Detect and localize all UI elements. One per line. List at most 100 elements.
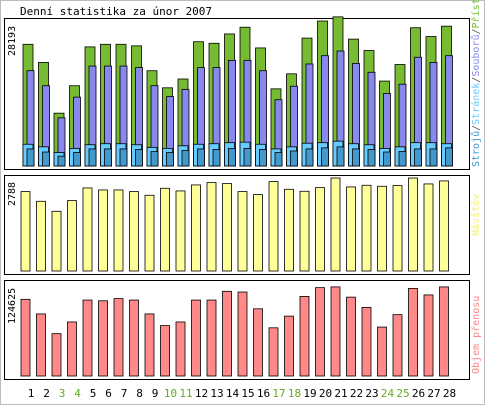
day-label-18: 18 bbox=[288, 387, 301, 400]
bar-visits-day-12 bbox=[191, 184, 201, 272]
day-label-11: 11 bbox=[179, 387, 192, 400]
bar-visits-day-17 bbox=[268, 181, 279, 272]
bar-sites-day-17 bbox=[274, 152, 283, 167]
bar-sites-day-16 bbox=[259, 149, 267, 167]
panel-hits-frame bbox=[4, 18, 470, 170]
day-label-23: 23 bbox=[365, 387, 378, 400]
day-label-24: 24 bbox=[381, 387, 395, 400]
bar-visits-day-2 bbox=[36, 200, 46, 272]
bar-kbytes-day-1 bbox=[20, 298, 31, 377]
bar-visits-day-27 bbox=[423, 183, 434, 272]
day-label-15: 15 bbox=[241, 387, 254, 400]
bar-kbytes-day-8 bbox=[129, 299, 139, 377]
bar-visits-day-14 bbox=[222, 183, 232, 272]
day-label-5: 5 bbox=[90, 387, 97, 400]
day-label-2: 2 bbox=[43, 387, 50, 400]
bar-visits-day-21 bbox=[330, 177, 341, 272]
bar-kbytes-day-4 bbox=[67, 321, 77, 377]
panel-visits-bars bbox=[20, 177, 449, 272]
day-label-1: 1 bbox=[28, 387, 35, 400]
panel3-legend: Objem přenosu bbox=[470, 296, 482, 374]
day-label-28: 28 bbox=[443, 387, 456, 400]
day-axis-labels: 1 2 3 4 5 6 7 8 9 10 11 12 13 14 15 16 17 18 19 20 21 22 23 24 2… bbox=[28, 387, 456, 400]
legend-sep-3: / bbox=[471, 28, 482, 34]
legend-sep-2: / bbox=[471, 77, 482, 83]
bar-kbytes-day-24 bbox=[377, 326, 387, 377]
bar-kbytes-day-26 bbox=[408, 287, 418, 377]
day-label-12: 12 bbox=[195, 387, 208, 400]
day-label-8: 8 bbox=[136, 387, 143, 400]
bar-kbytes-day-25 bbox=[392, 314, 403, 377]
bar-visits-day-18 bbox=[284, 188, 294, 272]
day-label-27: 27 bbox=[427, 387, 440, 400]
panel2-max-label: 2788 bbox=[7, 182, 18, 206]
day-label-25: 25 bbox=[396, 387, 409, 400]
day-label-19: 19 bbox=[303, 387, 316, 400]
bar-sites-day-7 bbox=[119, 148, 128, 167]
bar-kbytes-day-22 bbox=[346, 296, 356, 377]
day-label-22: 22 bbox=[350, 387, 363, 400]
bar-visits-day-28 bbox=[439, 180, 449, 272]
chart-title: Denní statistika za únor 2007 bbox=[20, 5, 212, 18]
bar-visits-day-4 bbox=[67, 200, 77, 272]
bar-sites-day-15 bbox=[243, 147, 252, 167]
legend-files: Souborů bbox=[470, 35, 482, 77]
bar-kbytes-day-6 bbox=[98, 300, 108, 377]
bar-sites-day-6 bbox=[104, 148, 112, 167]
bar-sites-day-14 bbox=[228, 147, 236, 167]
day-label-17: 17 bbox=[272, 387, 285, 400]
bar-sites-day-20 bbox=[321, 147, 329, 167]
bar-visits-day-22 bbox=[346, 186, 356, 272]
bar-sites-day-21 bbox=[336, 146, 345, 167]
bar-sites-day-22 bbox=[352, 148, 360, 167]
bar-visits-day-3 bbox=[51, 210, 62, 272]
bar-kbytes-day-20 bbox=[315, 287, 325, 377]
panel-visits-frame bbox=[4, 175, 470, 275]
bar-sites-day-13 bbox=[212, 149, 221, 167]
bar-sites-day-1 bbox=[26, 148, 35, 167]
bar-visits-day-5 bbox=[82, 187, 93, 272]
day-label-13: 13 bbox=[210, 387, 223, 400]
bar-visits-day-8 bbox=[129, 191, 139, 272]
bar-sites-day-24 bbox=[383, 151, 391, 167]
bar-kbytes-day-10 bbox=[160, 325, 170, 377]
bar-sites-day-9 bbox=[150, 151, 159, 167]
day-label-10: 10 bbox=[164, 387, 177, 400]
bar-kbytes-day-19 bbox=[299, 296, 310, 377]
bar-visits-day-25 bbox=[392, 185, 403, 272]
day-label-16: 16 bbox=[257, 387, 270, 400]
bar-kbytes-day-16 bbox=[253, 308, 263, 377]
bar-kbytes-day-9 bbox=[144, 313, 155, 377]
bar-visits-day-1 bbox=[20, 191, 31, 272]
bar-sites-day-27 bbox=[429, 148, 438, 167]
bar-kbytes-day-17 bbox=[268, 327, 279, 377]
bar-kbytes-day-14 bbox=[222, 290, 232, 377]
day-label-6: 6 bbox=[105, 387, 112, 400]
bar-kbytes-day-21 bbox=[330, 286, 341, 377]
bar-visits-day-20 bbox=[315, 187, 325, 272]
bar-visits-day-24 bbox=[377, 185, 387, 272]
bar-kbytes-day-3 bbox=[51, 333, 62, 377]
bar-sites-day-2 bbox=[42, 151, 50, 167]
bar-sites-day-28 bbox=[445, 147, 453, 167]
bar-visits-day-10 bbox=[160, 187, 170, 272]
panel-kbytes-frame bbox=[4, 280, 470, 380]
day-label-14: 14 bbox=[226, 387, 240, 400]
bar-visits-day-23 bbox=[361, 184, 372, 272]
day-label-26: 26 bbox=[412, 387, 425, 400]
bar-visits-day-11 bbox=[175, 190, 186, 272]
bar-sites-day-10 bbox=[166, 152, 174, 167]
bar-sites-day-12 bbox=[197, 148, 205, 167]
bar-sites-day-8 bbox=[135, 149, 143, 167]
bar-sites-day-23 bbox=[367, 149, 376, 167]
bar-sites-day-18 bbox=[290, 150, 298, 167]
bar-sites-day-19 bbox=[305, 148, 314, 167]
bar-sites-day-25 bbox=[398, 151, 407, 167]
bar-kbytes-day-12 bbox=[191, 299, 201, 377]
bar-kbytes-day-11 bbox=[175, 321, 186, 377]
day-label-20: 20 bbox=[319, 387, 332, 400]
bar-sites-day-5 bbox=[88, 148, 97, 167]
bar-kbytes-day-13 bbox=[206, 299, 217, 377]
bar-sites-day-26 bbox=[414, 148, 422, 167]
panel1-legend: Strojů/Stránek/Souborů/Přístupů bbox=[470, 0, 482, 167]
